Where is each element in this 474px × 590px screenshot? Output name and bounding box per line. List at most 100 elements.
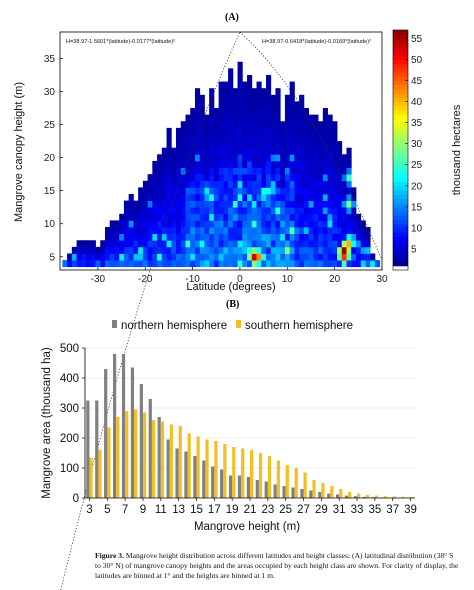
- bar-south: [303, 472, 307, 498]
- heat-cell: [223, 207, 229, 215]
- heat-cell: [157, 227, 163, 235]
- heat-cell: [280, 141, 286, 149]
- heat-cell: [318, 213, 324, 221]
- heatmap-y-title: Mangrove canopy height (m): [13, 82, 25, 222]
- bar-x-ticks: 3 5 7 9 11 13 15 17 19 21 23 25 27 29 31 33 35 37 39: [86, 498, 417, 516]
- heat-cell: [171, 246, 177, 254]
- colorbar-step: [393, 185, 408, 191]
- heat-cell: [313, 246, 319, 254]
- heat-cell: [176, 180, 182, 188]
- heat-cell: [213, 141, 220, 149]
- heat-cell: [199, 108, 205, 116]
- heat-cell: [218, 233, 224, 241]
- bar-south: [134, 409, 138, 498]
- heat-cell: [284, 227, 291, 235]
- heat-cell: [247, 180, 253, 188]
- heat-cell: [213, 121, 220, 129]
- heat-cell: [152, 180, 158, 188]
- heat-cell: [90, 260, 96, 268]
- heat-cell: [318, 193, 324, 201]
- heat-cell: [355, 260, 362, 268]
- heat-cell: [261, 160, 267, 168]
- heat-cell: [180, 141, 186, 149]
- heat-cell: [228, 127, 234, 135]
- heat-cell: [303, 240, 310, 248]
- heatmap-frame: [59, 31, 383, 271]
- heat-cell: [299, 233, 305, 241]
- bar-south: [312, 480, 316, 498]
- heat-cell: [327, 114, 333, 122]
- heat-cell: [100, 246, 106, 254]
- heat-cell: [284, 160, 291, 168]
- heat-cell: [228, 174, 234, 182]
- heat-cell: [166, 260, 172, 268]
- heat-cell: [237, 227, 243, 235]
- bar-south: [267, 456, 272, 498]
- heat-cell: [142, 180, 149, 188]
- heat-cell: [157, 213, 163, 221]
- heat-cell: [341, 207, 347, 215]
- heat-cell: [228, 81, 234, 89]
- heat-cell: [327, 200, 333, 208]
- heat-cell: [322, 114, 328, 122]
- heat-cell: [247, 94, 253, 102]
- heat-cell: [237, 240, 243, 248]
- bar-x-tick-label: 19: [226, 504, 239, 516]
- heat-cell: [180, 134, 186, 142]
- heat-cell: [209, 253, 215, 261]
- heat-cell: [341, 253, 347, 261]
- heat-cell: [152, 200, 158, 208]
- heat-cell: [341, 227, 347, 235]
- heat-cell: [190, 154, 196, 162]
- heat-cell: [237, 213, 243, 221]
- heat-cell: [303, 174, 310, 182]
- heat-cell: [228, 114, 234, 122]
- heat-cell: [299, 147, 305, 155]
- colorbar-step: [393, 206, 408, 212]
- heat-cell: [213, 167, 220, 175]
- heat-cell: [261, 108, 267, 116]
- heat-cell: [270, 160, 276, 168]
- heat-cell: [284, 121, 291, 129]
- heat-cell: [166, 187, 172, 195]
- heat-cell: [280, 207, 286, 215]
- heat-cell: [270, 94, 276, 102]
- heat-cell: [199, 260, 205, 268]
- heat-cell: [142, 207, 149, 215]
- heat-cell: [294, 227, 300, 235]
- heat-cell: [270, 134, 276, 142]
- heat-cell: [185, 174, 191, 182]
- heat-cell: [294, 108, 300, 116]
- heat-cell: [308, 240, 314, 248]
- heat-cell: [265, 246, 272, 254]
- heat-cell: [332, 180, 338, 188]
- south-formula: H=38.97-1.5601*(latitude)-0.0177*(latitu…: [66, 39, 175, 45]
- heat-cell: [275, 121, 281, 129]
- heat-cell: [275, 187, 281, 195]
- heat-cell: [228, 121, 234, 129]
- heat-cell: [114, 227, 120, 235]
- heat-cell: [161, 246, 167, 254]
- heat-cell: [232, 200, 238, 208]
- heat-cell: [313, 200, 319, 208]
- heat-cell: [299, 174, 305, 182]
- colorbar-step: [393, 248, 408, 254]
- heat-cell: [299, 200, 305, 208]
- heat-cell: [261, 193, 267, 201]
- heat-cell: [237, 108, 243, 116]
- heat-cell: [218, 207, 224, 215]
- heat-cell: [327, 227, 333, 235]
- heat-cell: [313, 260, 319, 268]
- heat-cell: [280, 233, 286, 241]
- heat-cell: [275, 246, 281, 254]
- heat-cell: [360, 253, 366, 261]
- heat-cell: [251, 180, 257, 188]
- heat-cell: [166, 246, 172, 254]
- heat-cell: [322, 213, 328, 221]
- panel-b-label: (B): [226, 299, 239, 310]
- heat-cell: [284, 220, 291, 228]
- heat-cell: [166, 180, 172, 188]
- heat-cell: [157, 154, 163, 162]
- colorbar-title: thousand hectares: [451, 104, 463, 195]
- heat-cell: [242, 246, 248, 254]
